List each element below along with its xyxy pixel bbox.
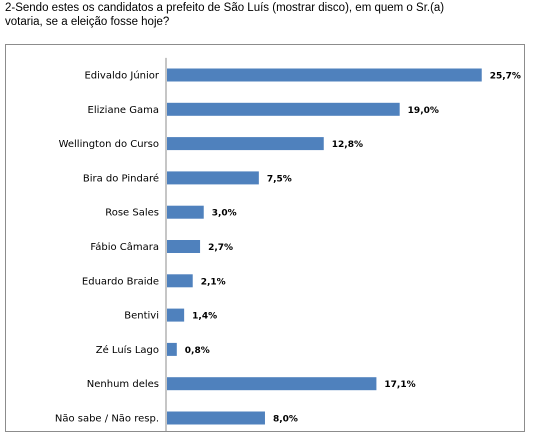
bar <box>167 411 265 425</box>
value-label: 19,0% <box>408 106 439 116</box>
value-label: 0,8% <box>185 346 210 356</box>
bar <box>167 274 193 288</box>
bar <box>167 240 201 253</box>
value-label: 7,5% <box>267 174 292 184</box>
category-label: Bentivi <box>124 311 159 322</box>
bar <box>167 205 204 219</box>
category-label: Edivaldo Júnior <box>84 70 159 82</box>
category-label: Não sabe / Não resp. <box>55 414 159 425</box>
value-label: 2,1% <box>201 277 226 287</box>
value-label: 1,4% <box>192 312 217 322</box>
category-label: Eduardo Braide <box>82 276 159 287</box>
value-label: 25,7% <box>490 72 521 82</box>
bar <box>167 342 177 356</box>
bar <box>167 102 400 116</box>
value-label: 8,0% <box>273 415 298 425</box>
value-label: 2,7% <box>208 243 233 253</box>
question-text: 2-Sendo estes os candidatos a prefeito d… <box>5 2 445 28</box>
value-label: 12,8% <box>332 140 363 150</box>
category-label: Nenhum deles <box>87 379 159 390</box>
value-label: 3,0% <box>212 209 237 219</box>
category-label: Fábio Câmara <box>90 241 159 253</box>
category-label: Zé Luís Lago <box>96 344 159 356</box>
category-label: Wellington do Curso <box>59 139 159 150</box>
category-label: Rose Sales <box>105 208 159 219</box>
bar <box>167 308 185 322</box>
bar <box>167 377 377 391</box>
value-label: 17,1% <box>384 380 415 390</box>
chart-frame: Edivaldo Júnior 25,7% Eliziane Gama 19,0% We… <box>5 44 525 432</box>
category-label: Bira do Pindaré <box>83 172 159 184</box>
bar-chart: Edivaldo Júnior 25,7% Eliziane Gama 19,0% We… <box>55 57 521 431</box>
bar <box>167 171 259 185</box>
bars-layer: Edivaldo Júnior 25,7% Eliziane Gama 19,0% We… <box>55 68 521 425</box>
bar <box>167 137 324 151</box>
category-label: Eliziane Gama <box>88 105 159 116</box>
bar <box>167 68 482 82</box>
